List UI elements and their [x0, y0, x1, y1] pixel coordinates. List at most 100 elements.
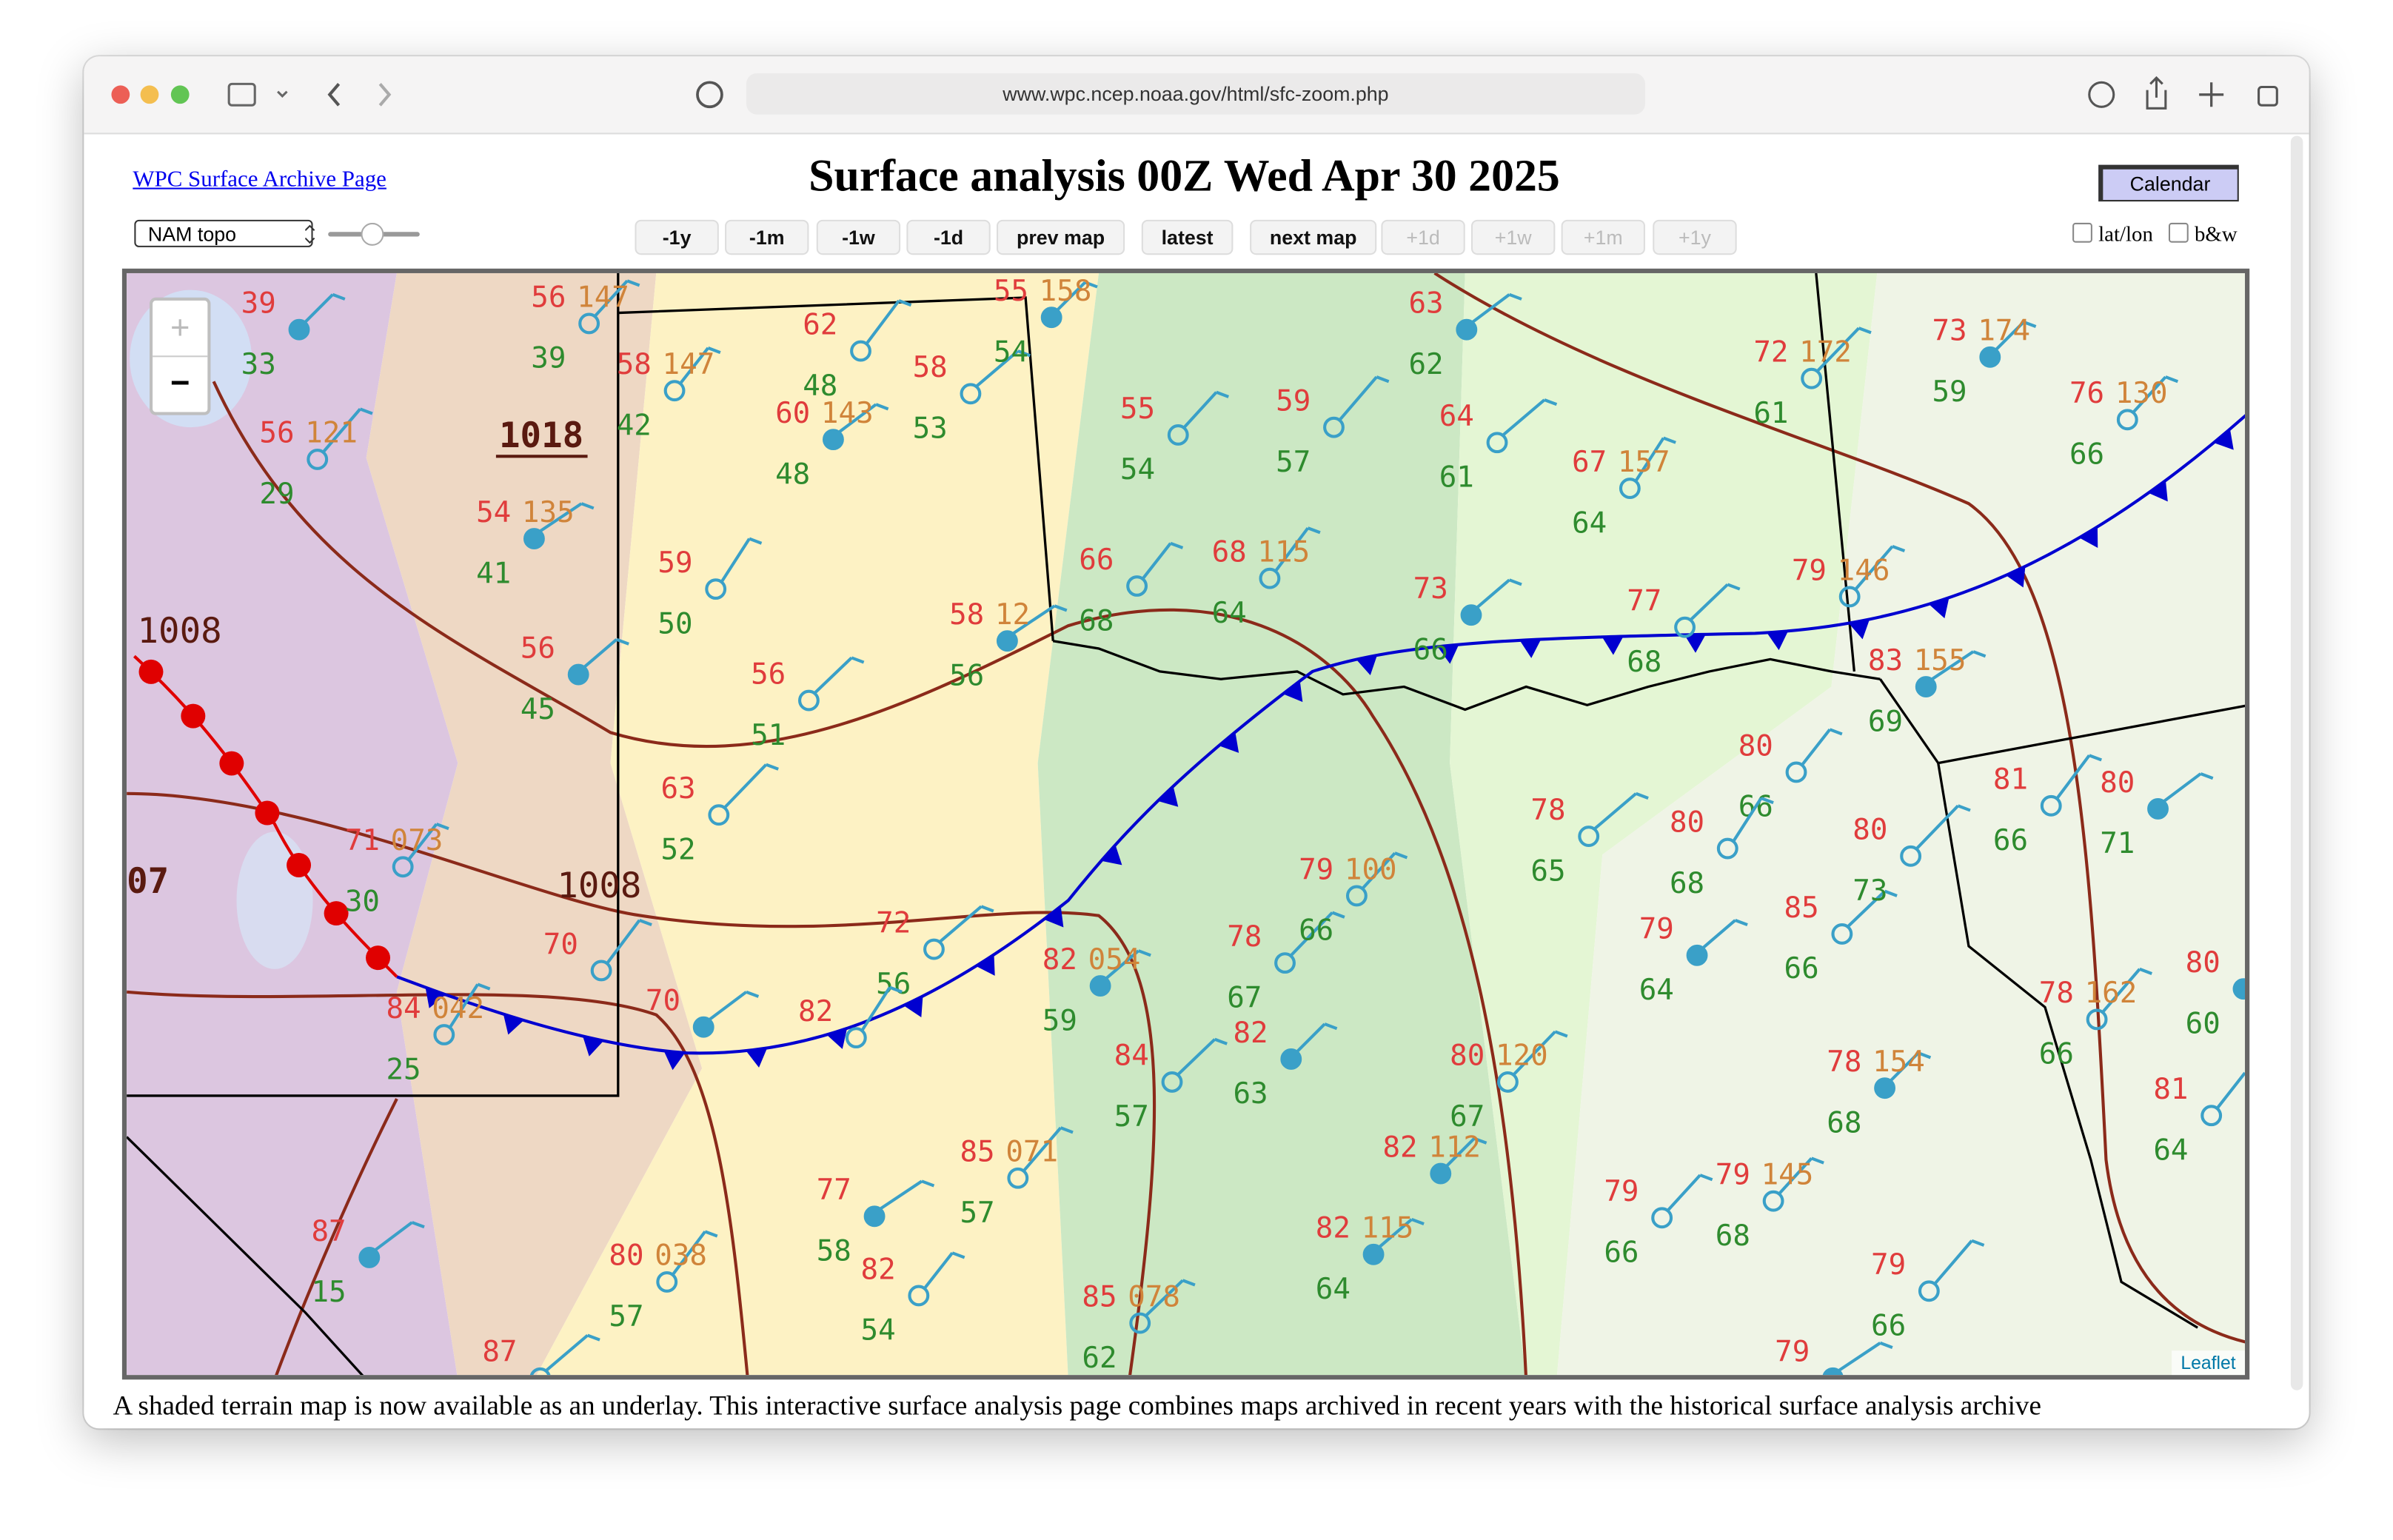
dewpoint: 45: [521, 693, 555, 726]
wind-barb: [838, 403, 889, 433]
minimize[interactable]: [140, 85, 159, 104]
calendar-button[interactable]: Calendar: [2098, 164, 2239, 202]
forward[interactable]: [378, 83, 392, 107]
station: 72 56: [876, 905, 994, 1001]
nav-button[interactable]: prev map: [996, 219, 1125, 255]
wind-barb: [923, 1251, 965, 1289]
zoom-in[interactable]: +: [153, 301, 208, 358]
station: 56 45: [521, 632, 629, 726]
dewpoint: 60: [2186, 1007, 2220, 1040]
front-triangle: [425, 987, 446, 1008]
temperature: 78: [2039, 977, 2074, 1010]
sidebar[interactable]: [227, 82, 256, 107]
slider-thumb[interactable]: [361, 222, 384, 246]
station: 80 68: [1670, 797, 1774, 900]
temperature: 56: [521, 632, 555, 665]
pressure: 172: [1799, 336, 1852, 369]
back[interactable]: [327, 83, 341, 107]
station-circle: [1874, 1077, 1896, 1099]
front-triangle: [1157, 786, 1179, 807]
temperature: 66: [1079, 543, 1114, 577]
nav-button[interactable]: -1w: [816, 219, 901, 255]
pressure: 135: [522, 496, 575, 529]
map[interactable]: 39 33 56 39 147 56 29 121 54 41 135 58 42 147 62 48 60 48…: [121, 268, 2250, 1380]
checkbox-box[interactable]: [2072, 222, 2092, 243]
wind-barb: [539, 502, 595, 533]
temperature: 60: [775, 397, 810, 430]
station-circle: [845, 1027, 867, 1049]
dewpoint: 63: [1233, 1077, 1268, 1111]
temperature: 73: [1932, 315, 1967, 348]
temperature: 84: [386, 992, 421, 1025]
station: 70: [646, 985, 760, 1038]
station: 63 52: [660, 763, 779, 866]
front-triangle: [1043, 906, 1064, 928]
station-circle: [523, 528, 545, 550]
nav-button[interactable]: -1d: [906, 219, 991, 255]
temperature: 82: [1382, 1131, 1417, 1164]
tabs[interactable]: [2258, 85, 2278, 107]
station: 60 48 143: [775, 397, 889, 491]
archive-link[interactable]: WPC Surface Archive Page: [133, 167, 386, 192]
terrain: [236, 831, 313, 969]
pressure: 120: [1496, 1040, 1548, 1073]
station: 80 60: [2186, 946, 2246, 1040]
share[interactable]: [2146, 76, 2167, 110]
station: 79 66 100: [1299, 851, 1408, 948]
wind-barb: [594, 279, 640, 318]
temperature: 68: [1212, 536, 1247, 569]
underlay-select[interactable]: NAM topo: [134, 219, 313, 247]
sidebar-menu[interactable]: [277, 90, 288, 98]
nav-button[interactable]: latest: [1141, 219, 1234, 255]
station-circle: [1686, 944, 1708, 966]
pressure: 073: [391, 824, 444, 857]
temperature: 39: [241, 287, 276, 321]
temperature: 80: [1450, 1040, 1485, 1073]
dewpoint: 68: [1827, 1106, 1861, 1139]
pressure: 147: [663, 348, 715, 381]
dewpoint: 67: [1227, 981, 1262, 1014]
temperature: 79: [1299, 853, 1333, 886]
checkbox-box[interactable]: [2168, 222, 2189, 243]
nav-button: +1w: [1470, 219, 1556, 255]
pressure: 121: [305, 417, 358, 450]
zoom-out[interactable]: −: [170, 363, 190, 402]
station: 87: [482, 1333, 600, 1376]
privacy[interactable]: [696, 81, 723, 109]
station: 79 66: [1871, 1239, 1985, 1343]
checkbox[interactable]: b&w: [2168, 222, 2238, 249]
browser-window: www.wpc.ncep.noaa.gov/html/sfc-zoom.php …: [84, 56, 2309, 1429]
station: 80 67 120: [1450, 1030, 1568, 1134]
wind-barb: [880, 1179, 935, 1211]
station-circle: [1040, 307, 1062, 329]
pressure: 162: [2085, 977, 2138, 1010]
wind-barb: [606, 918, 652, 964]
nav-button: +1d: [1381, 219, 1465, 255]
zoom-control: + −: [149, 297, 211, 415]
station-circle: [1456, 318, 1478, 341]
dewpoint: 67: [1450, 1100, 1485, 1134]
checkbox-label: b&w: [2195, 224, 2238, 247]
nav-button[interactable]: -1m: [725, 219, 809, 255]
select-arrows-slider: [305, 222, 420, 246]
dewpoint: 73: [1853, 874, 1887, 908]
wind-barb: [1362, 851, 1408, 890]
station-circle: [529, 1367, 551, 1376]
maximize[interactable]: [170, 85, 190, 104]
address-bar[interactable]: www.wpc.ncep.noaa.gov/html/sfc-zoom.php: [746, 73, 1645, 115]
close[interactable]: [111, 85, 130, 104]
temperature: 80: [1853, 814, 1887, 847]
nav-button[interactable]: -1y: [635, 219, 719, 255]
station: 56 29 121: [259, 407, 373, 511]
downloads[interactable]: [2088, 81, 2115, 108]
wind-barb: [1145, 1279, 1196, 1317]
nav-button[interactable]: next map: [1250, 219, 1377, 255]
attribution[interactable]: Leaflet: [2172, 1350, 2246, 1376]
dewpoint: 62: [1082, 1342, 1117, 1375]
station: 54 41 135: [476, 496, 595, 590]
scrollbar[interactable]: [2290, 135, 2303, 1390]
checkbox[interactable]: lat/lon: [2072, 222, 2153, 249]
station: 64 61: [1439, 398, 1558, 495]
station: 58 53: [913, 349, 1031, 446]
new-tab[interactable]: [2199, 82, 2224, 107]
